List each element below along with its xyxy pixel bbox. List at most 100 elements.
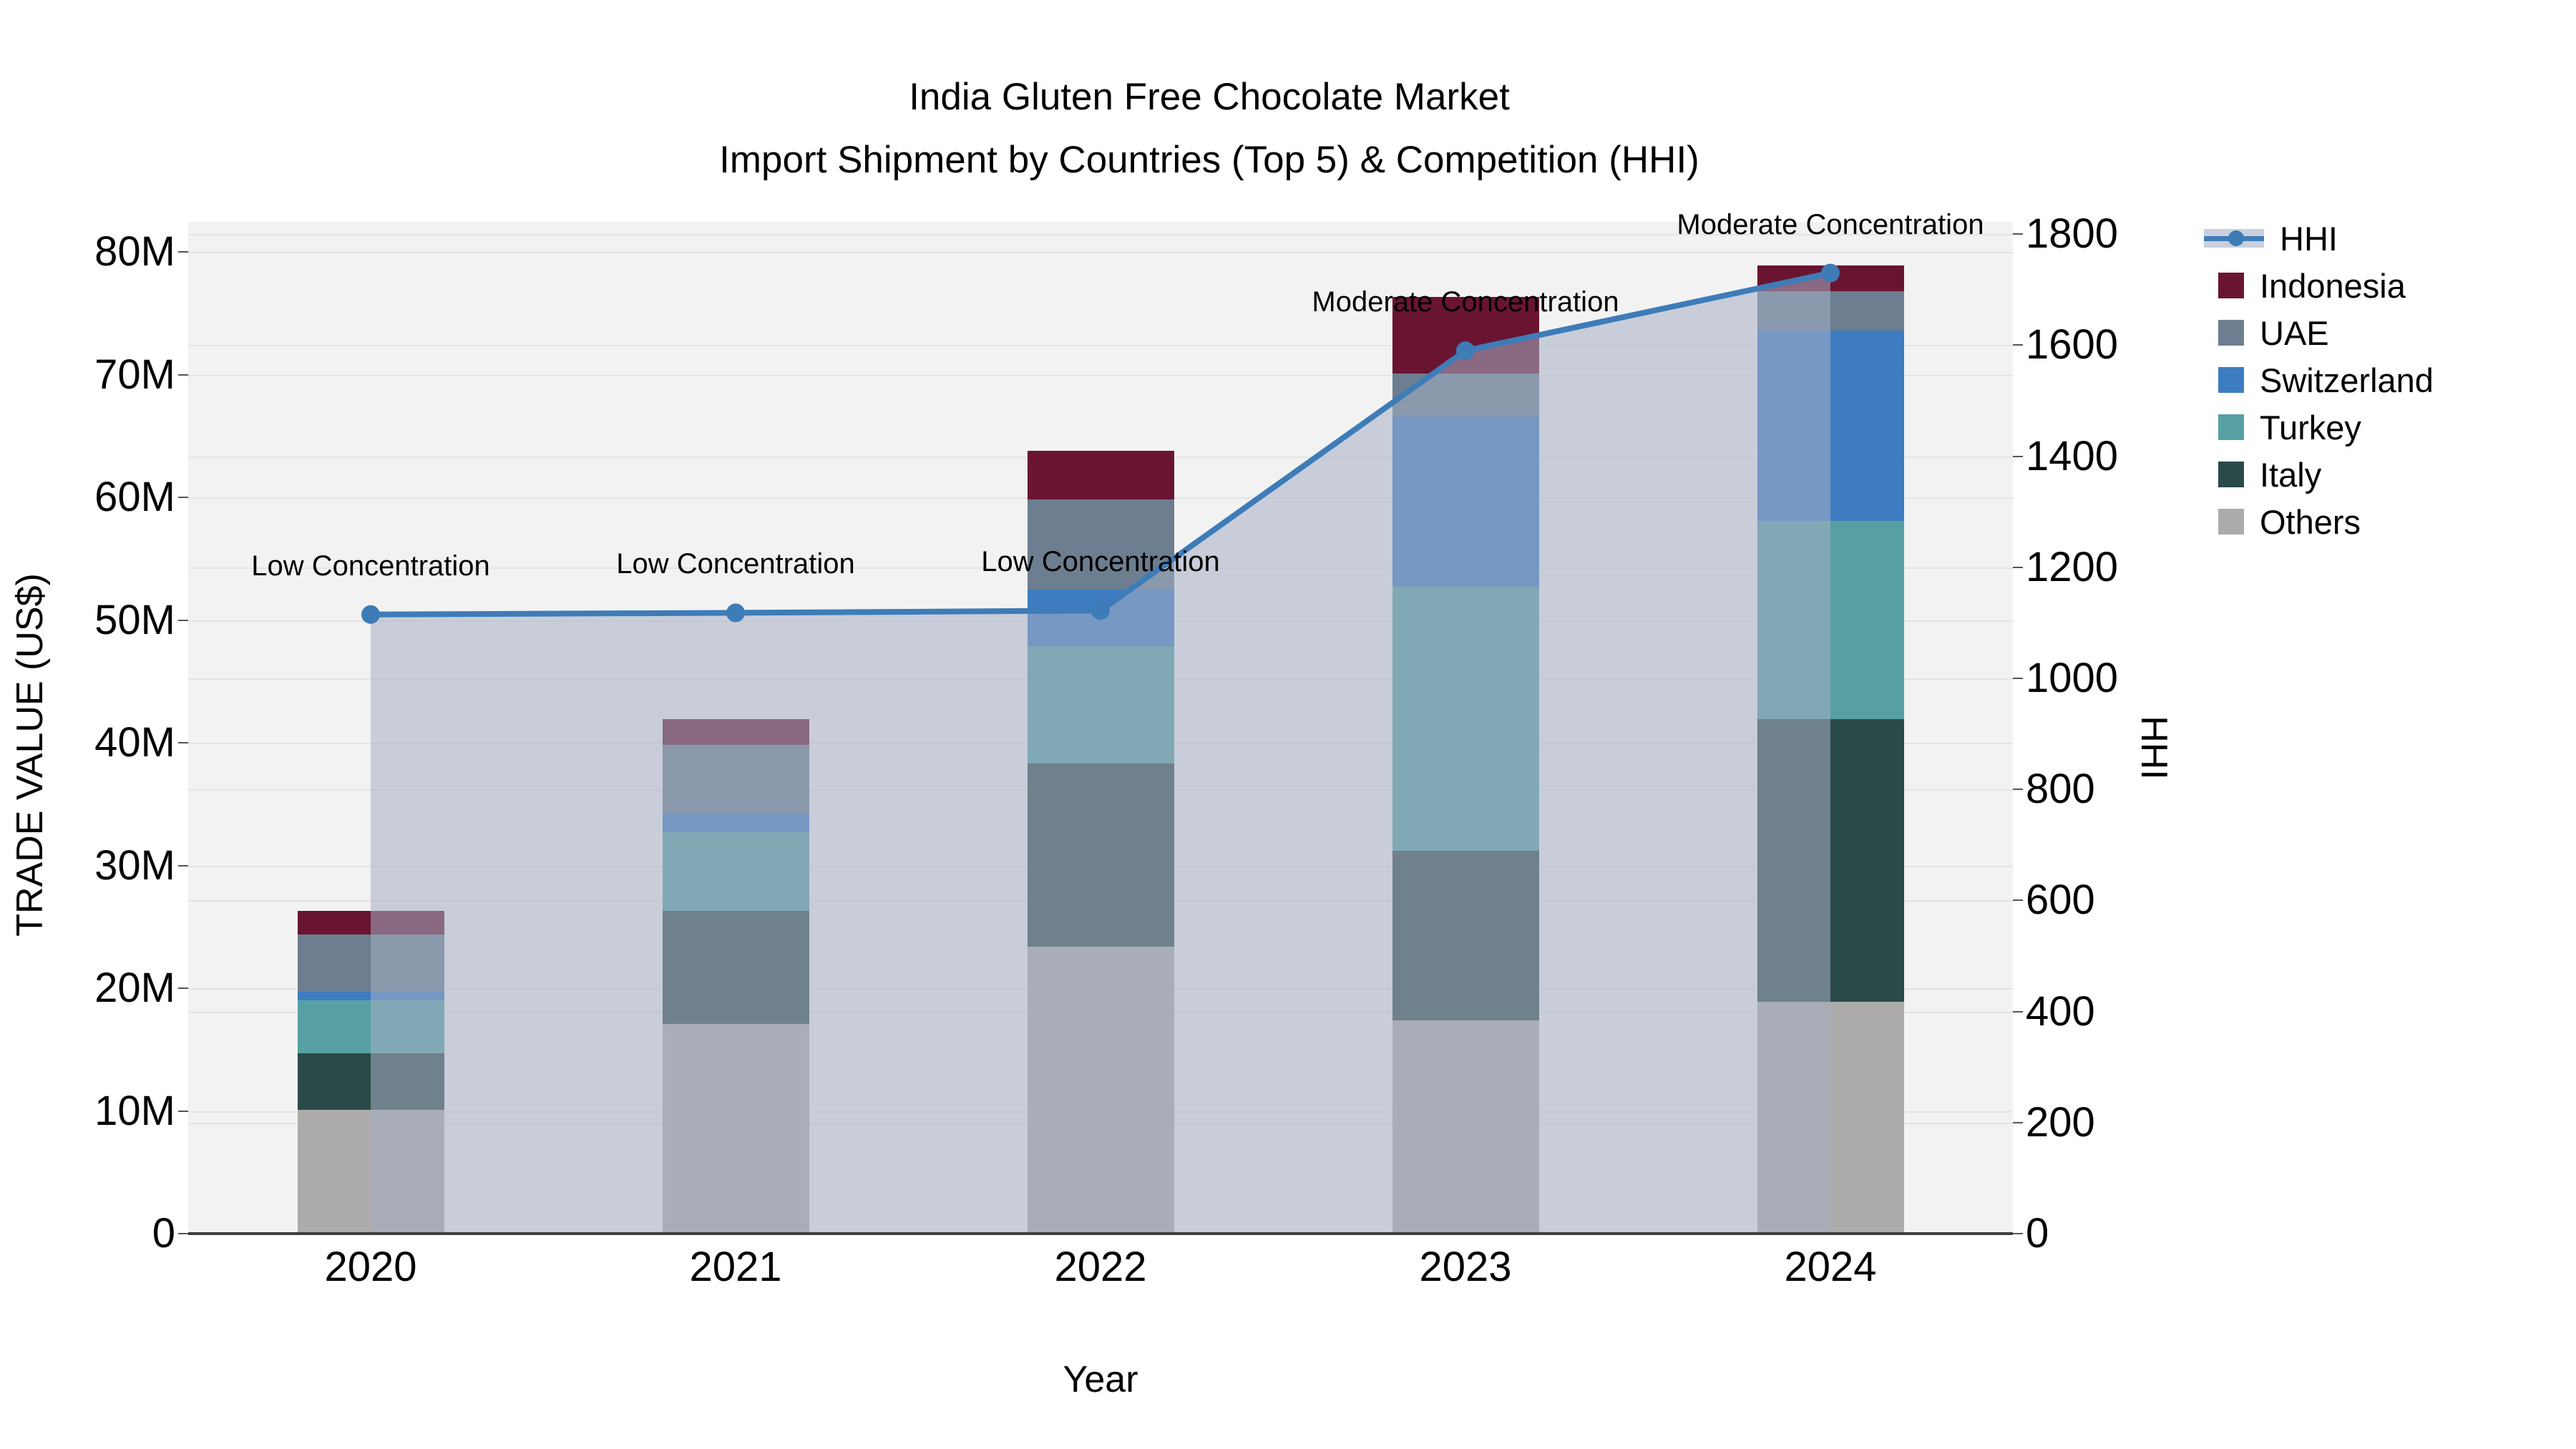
right-axis-tick-mark: [2013, 1010, 2023, 1013]
legend-item-italy[interactable]: Italy: [2204, 451, 2434, 498]
annotation-2021: Low Concentration: [616, 548, 855, 580]
bar-segment-others-2021: [662, 1023, 809, 1234]
x-axis-tick-label: 2023: [1419, 1244, 1512, 1290]
x-axis-tick-label: 2024: [1784, 1244, 1877, 1290]
right-axis-tick-label: 600: [2026, 877, 2095, 924]
bar-segment-indonesia-2024: [1757, 265, 1904, 291]
left-axis-tick-label: 40M: [94, 719, 175, 766]
bar-segment-turkey-2024: [1757, 520, 1904, 720]
x-axis-tick-label: 2021: [689, 1244, 782, 1290]
left-axis-tick-mark: [178, 374, 188, 376]
right-axis-tick-mark: [2013, 455, 2023, 457]
bar-segment-uae-2023: [1392, 373, 1539, 416]
bar-segment-uae-2020: [297, 934, 444, 992]
left-axis-tick-mark: [178, 497, 188, 498]
legend-item-label: UAE: [2260, 313, 2329, 352]
bar-segment-indonesia-2021: [662, 719, 809, 746]
right-axis-tick-label: 800: [2026, 766, 2095, 813]
bar-segment-indonesia-2022: [1027, 450, 1174, 500]
legend-item-label: Switzerland: [2260, 361, 2434, 399]
annotation-2024: Moderate Concentration: [1677, 208, 1984, 240]
right-axis-tick-mark: [2013, 899, 2023, 902]
legend-item-others[interactable]: Others: [2204, 498, 2434, 545]
left-axis-tick-label: 80M: [94, 228, 175, 275]
right-axis-tick-label: 1400: [2026, 432, 2119, 479]
bar-segment-uae-2021: [662, 745, 809, 814]
legend: HHI Indonesia UAE Switzerland Turkey Italy Oth…: [2204, 215, 2434, 545]
left-axis-tick-mark: [178, 864, 188, 867]
left-axis-tick-label: 30M: [94, 841, 175, 889]
bar-segment-turkey-2023: [1392, 587, 1539, 851]
right-axis-tick-mark: [2013, 344, 2023, 346]
chart-title: India Gluten Free Chocolate Market Impor…: [0, 66, 2419, 192]
right-axis-tick-label: 1600: [2026, 321, 2119, 369]
bar-segment-italy-2021: [662, 910, 809, 1024]
legend-item-label: Italy: [2260, 455, 2322, 494]
x-axis-title: Year: [1063, 1359, 1138, 1400]
annotation-2023: Moderate Concentration: [1312, 286, 1619, 318]
legend-item-indonesia[interactable]: Indonesia: [2204, 262, 2434, 309]
gridline-right-axis: [188, 234, 2013, 236]
right-axis-tick-mark: [2013, 678, 2023, 679]
left-axis-tick-label: 10M: [94, 1087, 175, 1134]
chart-title-line1: India Gluten Free Chocolate Market: [909, 76, 1510, 118]
bar-segment-others-2024: [1757, 1001, 1904, 1234]
right-axis-title: HHI: [2133, 716, 2175, 780]
gridline-right-axis: [188, 345, 2013, 347]
legend-swatch-switzerland-icon: [2218, 367, 2244, 393]
left-axis-tick-mark: [178, 1110, 188, 1112]
right-axis-tick-label: 200: [2026, 1098, 2095, 1146]
annotation-2020: Low Concentration: [251, 550, 490, 582]
legend-swatch-others-icon: [2218, 509, 2244, 535]
left-axis-title: TRADE VALUE (US$): [9, 573, 51, 937]
legend-swatch-indonesia-icon: [2218, 273, 2244, 298]
bar-segment-others-2020: [297, 1109, 444, 1234]
right-axis-tick-label: 0: [2026, 1210, 2049, 1257]
left-axis-tick-mark: [178, 987, 188, 989]
legend-item-hhi[interactable]: HHI: [2204, 215, 2434, 262]
right-axis-tick-label: 1800: [2026, 210, 2119, 258]
bar-segment-others-2023: [1392, 1020, 1539, 1234]
bar-segment-italy-2022: [1027, 763, 1174, 947]
left-axis-tick-label: 0: [152, 1210, 175, 1257]
bar-segment-turkey-2021: [662, 832, 809, 911]
bar-segment-switzerland-2024: [1757, 330, 1904, 521]
legend-item-label: Indonesia: [2260, 266, 2406, 305]
legend-item-label: Turkey: [2260, 408, 2361, 447]
gridline-left-axis: [188, 252, 2013, 253]
left-axis-tick-label: 60M: [94, 474, 175, 520]
chart-title-line2: Import Shipment by Countries (Top 5) & C…: [719, 139, 1699, 181]
left-axis-tick-label: 50M: [94, 596, 175, 643]
bar-segment-turkey-2020: [297, 1000, 444, 1053]
left-axis-tick-mark: [178, 619, 188, 621]
left-axis-tick-mark: [178, 251, 188, 253]
bar-segment-switzerland-2023: [1392, 416, 1539, 587]
legend-item-label: Others: [2260, 502, 2361, 541]
bar-segment-switzerland-2021: [662, 814, 809, 833]
bar-segment-switzerland-2020: [297, 992, 444, 1001]
bar-segment-italy-2024: [1757, 719, 1904, 1002]
left-axis-tick-mark: [178, 742, 188, 743]
legend-swatch-italy-icon: [2218, 462, 2244, 487]
bar-segment-others-2022: [1027, 946, 1174, 1234]
right-axis-tick-mark: [2013, 566, 2023, 568]
bar-segment-turkey-2022: [1027, 645, 1174, 764]
right-axis-tick-label: 400: [2026, 987, 2095, 1035]
x-axis-spine: [188, 1232, 2013, 1235]
x-axis-tick-label: 2022: [1054, 1244, 1147, 1290]
hhi-legend-sample-icon: [2204, 229, 2264, 248]
legend-item-uae[interactable]: UAE: [2204, 309, 2434, 356]
left-axis-tick-mark: [178, 1233, 188, 1234]
bar-segment-italy-2023: [1392, 850, 1539, 1020]
legend-item-turkey[interactable]: Turkey: [2204, 404, 2434, 451]
annotation-2022: Low Concentration: [981, 546, 1220, 578]
legend-item-label: HHI: [2280, 219, 2338, 258]
bar-segment-italy-2020: [297, 1053, 444, 1110]
right-axis-tick-mark: [2013, 789, 2023, 791]
legend-item-switzerland[interactable]: Switzerland: [2204, 356, 2434, 404]
left-axis-tick-label: 70M: [94, 351, 175, 398]
hhi-legend-marker-icon: [2228, 230, 2244, 246]
right-axis-tick-label: 1000: [2026, 655, 2119, 701]
bar-segment-switzerland-2022: [1027, 589, 1174, 646]
